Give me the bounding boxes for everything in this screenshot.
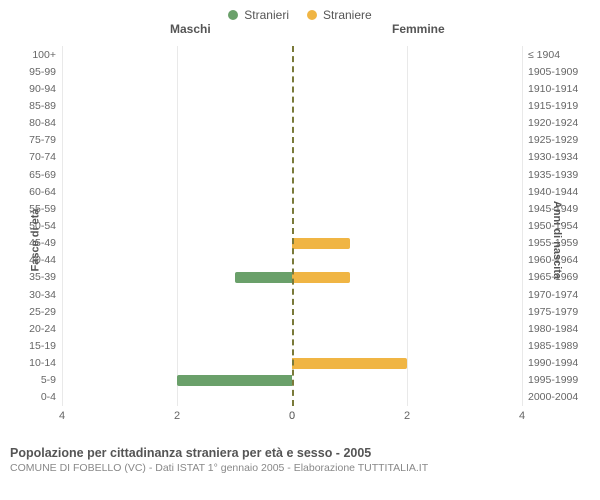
age-label: 80-84 xyxy=(29,117,62,129)
age-label: 20-24 xyxy=(29,323,62,335)
age-label: 0-4 xyxy=(41,391,62,403)
caption: Popolazione per cittadinanza straniera p… xyxy=(0,440,600,474)
age-label: 95-99 xyxy=(29,66,62,78)
age-label: 90-94 xyxy=(29,83,62,95)
birth-year-label: 1970-1974 xyxy=(522,289,578,301)
birth-year-label: ≤ 1904 xyxy=(522,49,560,61)
birth-year-label: 1945-1949 xyxy=(522,203,578,215)
age-label: 35-39 xyxy=(29,271,62,283)
age-label: 55-59 xyxy=(29,203,62,215)
age-label: 75-79 xyxy=(29,134,62,146)
age-label: 100+ xyxy=(32,49,62,61)
legend-label-male: Stranieri xyxy=(244,8,289,22)
header-female: Femmine xyxy=(392,22,445,36)
legend: Stranieri Straniere xyxy=(0,0,600,22)
birth-year-label: 1980-1984 xyxy=(522,323,578,335)
bar-female xyxy=(292,238,350,249)
column-headers: Maschi Femmine xyxy=(0,22,600,40)
circle-icon xyxy=(307,10,317,20)
x-tick-label: 4 xyxy=(519,410,525,422)
birth-year-label: 1905-1909 xyxy=(522,66,578,78)
birth-year-label: 1940-1944 xyxy=(522,186,578,198)
birth-year-label: 1950-1954 xyxy=(522,220,578,232)
bar-female xyxy=(292,358,407,369)
center-divider xyxy=(292,46,294,406)
birth-year-label: 1915-1919 xyxy=(522,100,578,112)
legend-label-female: Straniere xyxy=(323,8,372,22)
birth-year-label: 1990-1994 xyxy=(522,357,578,369)
age-label: 40-44 xyxy=(29,254,62,266)
birth-year-label: 1960-1964 xyxy=(522,254,578,266)
header-male: Maschi xyxy=(170,22,211,36)
birth-year-label: 1930-1934 xyxy=(522,151,578,163)
age-label: 65-69 xyxy=(29,169,62,181)
x-tick-label: 2 xyxy=(404,410,410,422)
birth-year-label: 1910-1914 xyxy=(522,83,578,95)
age-label: 5-9 xyxy=(41,374,62,386)
bar-male xyxy=(235,272,293,283)
circle-icon xyxy=(228,10,238,20)
birth-year-label: 1965-1969 xyxy=(522,271,578,283)
age-label: 30-34 xyxy=(29,289,62,301)
birth-year-label: 2000-2004 xyxy=(522,391,578,403)
legend-item-male: Stranieri xyxy=(228,8,289,22)
x-tick-label: 2 xyxy=(174,410,180,422)
x-axis-ticks: 420024 xyxy=(62,410,522,424)
birth-year-label: 1995-1999 xyxy=(522,374,578,386)
chart-area: Fasce di età Anni di nascita 100+≤ 19049… xyxy=(0,40,600,440)
legend-item-female: Straniere xyxy=(307,8,372,22)
birth-year-label: 1920-1924 xyxy=(522,117,578,129)
birth-year-label: 1955-1959 xyxy=(522,237,578,249)
age-label: 10-14 xyxy=(29,357,62,369)
age-label: 60-64 xyxy=(29,186,62,198)
x-tick-label: 0 xyxy=(289,410,295,422)
x-tick-label: 4 xyxy=(59,410,65,422)
birth-year-label: 1975-1979 xyxy=(522,306,578,318)
age-label: 85-89 xyxy=(29,100,62,112)
caption-subtitle: COMUNE DI FOBELLO (VC) - Dati ISTAT 1° g… xyxy=(10,460,590,474)
age-label: 15-19 xyxy=(29,340,62,352)
caption-title: Popolazione per cittadinanza straniera p… xyxy=(10,446,590,460)
birth-year-label: 1985-1989 xyxy=(522,340,578,352)
birth-year-label: 1935-1939 xyxy=(522,169,578,181)
age-label: 50-54 xyxy=(29,220,62,232)
age-label: 45-49 xyxy=(29,237,62,249)
age-label: 25-29 xyxy=(29,306,62,318)
birth-year-label: 1925-1929 xyxy=(522,134,578,146)
bar-male xyxy=(177,375,292,386)
age-label: 70-74 xyxy=(29,151,62,163)
plot: 100+≤ 190495-991905-190990-941910-191485… xyxy=(62,46,522,406)
bar-female xyxy=(292,272,350,283)
